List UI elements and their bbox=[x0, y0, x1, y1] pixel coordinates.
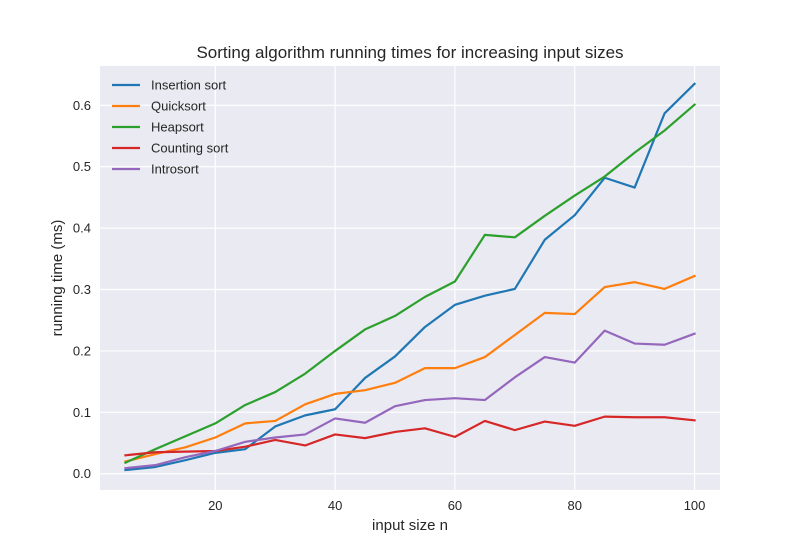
y-tick-label: 0.3 bbox=[73, 282, 91, 297]
series-line-heapsort bbox=[124, 103, 697, 465]
series-line-introsort bbox=[124, 329, 696, 470]
tick-labels: 20 40 60 80 100 0.0 0.1 0.2 0.3 0.4 0.5 0.6 bbox=[73, 98, 705, 513]
plot-area bbox=[100, 66, 720, 490]
legend: Insertion sort Quicksort Heapsort Counting … bbox=[112, 78, 229, 177]
series-line-quicksort bbox=[124, 274, 696, 463]
y-tick-label: 0.0 bbox=[73, 466, 91, 481]
legend-label-heapsort: Heapsort bbox=[151, 120, 204, 135]
legend-label-counting-sort: Counting sort bbox=[151, 141, 229, 156]
y-tick-label: 0.2 bbox=[73, 343, 91, 358]
y-tick-label: 0.1 bbox=[73, 405, 91, 420]
legend-label-quicksort: Quicksort bbox=[151, 99, 206, 114]
y-tick-label: 0.5 bbox=[73, 159, 91, 174]
legend-label-introsort: Introsort bbox=[151, 162, 199, 177]
x-tick-label: 80 bbox=[567, 498, 581, 513]
x-tick-label: 60 bbox=[448, 498, 462, 513]
x-tick-label: 20 bbox=[208, 498, 222, 513]
x-tick-label: 40 bbox=[328, 498, 342, 513]
y-axis-label: running time (ms) bbox=[49, 220, 66, 337]
x-axis-label: input size n bbox=[372, 517, 448, 534]
series-line-insertion-sort bbox=[124, 82, 697, 472]
series-lines bbox=[124, 82, 697, 472]
chart-title: Sorting algorithm running times for incr… bbox=[196, 43, 623, 62]
y-tick-label: 0.4 bbox=[73, 221, 91, 236]
x-tick-label: 100 bbox=[684, 498, 706, 513]
legend-label-insertion-sort: Insertion sort bbox=[151, 78, 227, 93]
y-tick-label: 0.6 bbox=[73, 98, 91, 113]
